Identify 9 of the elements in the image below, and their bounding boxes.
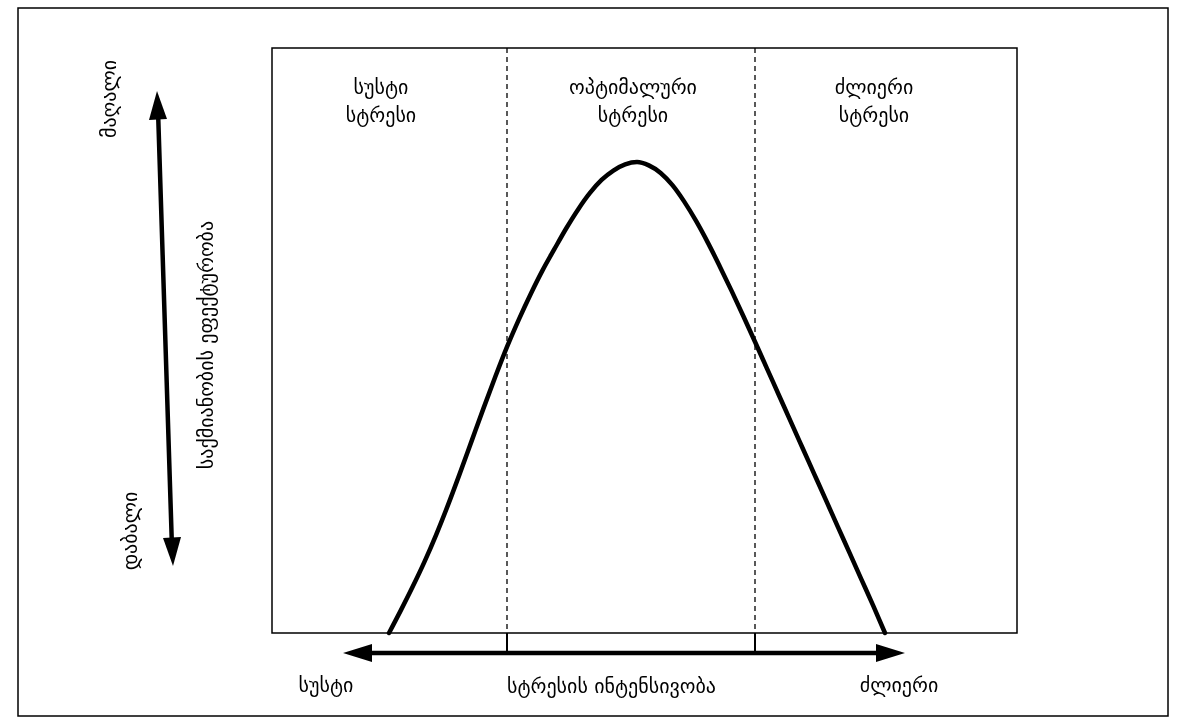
x-axis-title: სტრესის ინტენსივობა: [507, 673, 716, 698]
text: ოპტიმალური სტრესი: [569, 75, 697, 127]
text: ძლიერი: [859, 673, 939, 697]
text: სუსტი: [298, 673, 354, 697]
text: ძლიერი სტრესი: [834, 75, 914, 127]
text: სუსტი სტრესი: [345, 75, 417, 127]
text: დაბალი: [118, 491, 142, 571]
text: მაღალი: [97, 59, 121, 139]
text: საქმიანობის ეფექტურობა: [194, 220, 218, 470]
